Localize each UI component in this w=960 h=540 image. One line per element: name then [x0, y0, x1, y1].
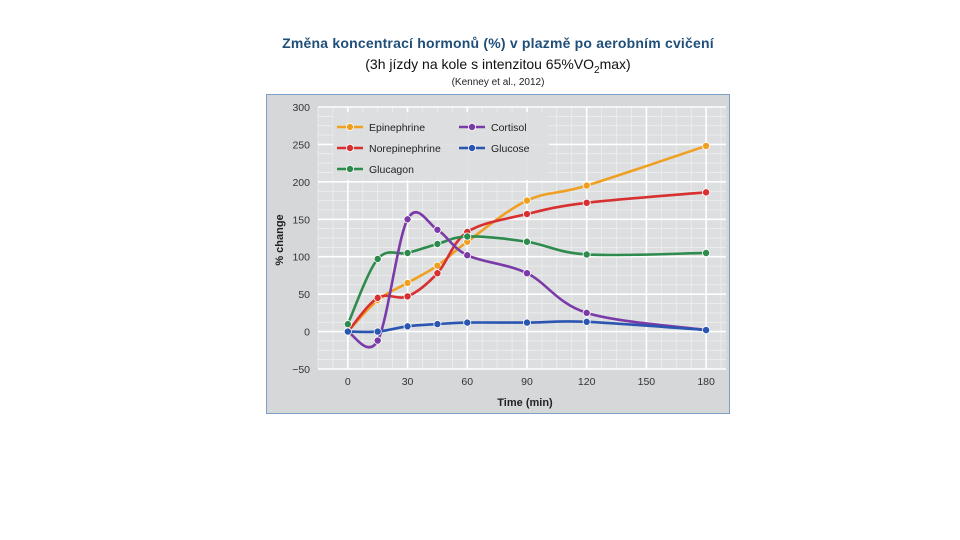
series-glucose: [343, 317, 711, 336]
chart-frame: −50 0 50 100 150 200 250 300 0 30 60 90 120 150 180 %…: [266, 94, 730, 414]
data-point-glucose: [702, 326, 711, 335]
data-point-epinephrine: [582, 181, 591, 190]
x-axis: 0 30 60 90 120 150 180: [345, 376, 715, 388]
legend-label: Epinephrine: [369, 122, 425, 134]
data-point-glucose: [522, 318, 531, 327]
data-point-norepinephrine: [373, 293, 382, 302]
legend-item-epinephrine: Epinephrine: [337, 122, 425, 134]
data-point-glucose: [403, 322, 412, 331]
y-axis-title: % change: [274, 214, 286, 265]
grid: [317, 106, 726, 370]
data-point-cortisol: [522, 269, 531, 278]
data-point-glucose: [582, 317, 591, 326]
legend-box: [333, 112, 549, 180]
data-point-norepinephrine: [433, 269, 442, 278]
data-point-cortisol: [433, 225, 442, 234]
x-tick-label: 90: [521, 376, 533, 388]
data-point-norepinephrine: [403, 292, 412, 301]
slide-subtitle: (3h jízdy na kole s intenzitou 65%VO2max…: [0, 56, 960, 76]
legend-label: Glucose: [491, 143, 530, 155]
data-point-norepinephrine: [702, 188, 711, 197]
legend-swatch-marker: [346, 122, 355, 131]
slide-title: Změna koncentrací hormonů (%) v plazmě p…: [282, 35, 714, 51]
x-tick-label: 180: [697, 376, 715, 388]
data-point-cortisol: [463, 251, 472, 260]
data-point-cortisol: [582, 308, 591, 317]
subtitle-end: max): [599, 56, 631, 72]
data-point-glucagon: [403, 248, 412, 257]
data-point-glucose: [373, 327, 382, 336]
legend-swatch-marker: [346, 144, 355, 153]
legend-swatch-marker: [467, 122, 476, 131]
y-tick-label: 100: [292, 252, 310, 264]
legend-label: Norepinephrine: [369, 143, 441, 155]
x-axis-title: Time (min): [497, 397, 553, 409]
legend-label: Cortisol: [491, 122, 527, 134]
data-point-cortisol: [403, 215, 412, 224]
legend-item-cortisol: Cortisol: [459, 122, 527, 134]
legend-swatch-marker: [467, 144, 476, 153]
y-tick-label: 150: [292, 214, 310, 226]
x-tick-label: 60: [461, 376, 473, 388]
citation: (Kenney et al., 2012): [451, 77, 545, 88]
x-tick-label: 30: [402, 376, 414, 388]
legend: Epinephrine Cortisol Norepinephrine Glucose…: [333, 112, 549, 180]
y-axis: −50 0 50 100 150 200 250 300: [292, 102, 310, 376]
data-point-glucose: [343, 327, 352, 336]
legend-swatch-marker: [346, 165, 355, 174]
data-point-glucagon: [433, 239, 442, 248]
data-point-glucagon: [582, 250, 591, 259]
legend-item-glucose: Glucose: [459, 143, 530, 155]
data-point-cortisol: [373, 336, 382, 345]
data-point-glucagon: [373, 254, 382, 263]
y-tick-label: 250: [292, 139, 310, 151]
y-tick-label: 0: [304, 327, 310, 339]
data-point-glucose: [463, 318, 472, 327]
x-tick-label: 120: [578, 376, 596, 388]
data-point-glucagon: [463, 232, 472, 241]
y-tick-label: −50: [292, 364, 310, 376]
data-point-glucose: [433, 320, 442, 329]
y-tick-label: 50: [298, 289, 310, 301]
y-tick-label: 300: [292, 102, 310, 114]
legend-item-norepinephrine: Norepinephrine: [337, 143, 441, 155]
data-point-glucagon: [343, 320, 352, 329]
legend-item-glucagon: Glucagon: [337, 164, 414, 176]
series-lines: [343, 141, 711, 349]
data-point-norepinephrine: [582, 198, 591, 207]
data-point-epinephrine: [522, 196, 531, 205]
data-point-glucagon: [702, 248, 711, 257]
subtitle-subscript: 2: [594, 64, 600, 76]
data-point-glucagon: [522, 237, 531, 246]
hormone-change-chart: −50 0 50 100 150 200 250 300 0 30 60 90 120 150 180 %…: [274, 102, 726, 409]
x-tick-label: 0: [345, 376, 351, 388]
data-point-epinephrine: [403, 278, 412, 287]
legend-label: Glucagon: [369, 164, 414, 176]
x-tick-label: 150: [638, 376, 656, 388]
series-glucagon: [343, 232, 711, 329]
data-point-norepinephrine: [522, 210, 531, 219]
y-tick-label: 200: [292, 177, 310, 189]
subtitle-text: (3h jízdy na kole s intenzitou 65%VO: [365, 56, 595, 72]
data-point-epinephrine: [702, 141, 711, 150]
